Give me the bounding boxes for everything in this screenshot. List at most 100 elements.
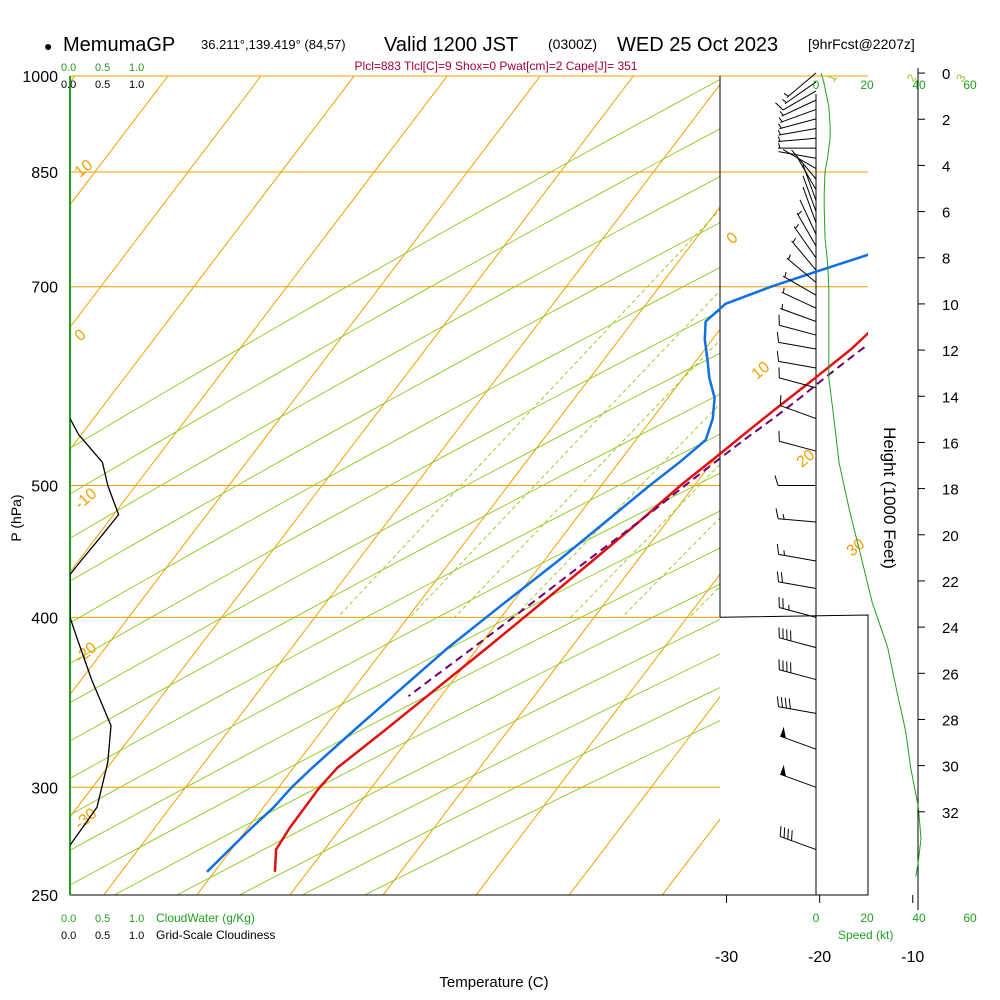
pressure-tick-700: 700 (31, 280, 58, 297)
wind-barb (796, 210, 817, 247)
wind-barb (780, 303, 817, 322)
barb-staff (791, 240, 817, 271)
height-tick-24: 24 (942, 620, 959, 637)
speed-top-1: 20 (860, 78, 874, 92)
wind-barb (791, 237, 817, 271)
pressure-tick-1000: 1000 (22, 69, 58, 86)
barb-staff (779, 637, 817, 649)
wind_speed-line (820, 72, 922, 877)
wind-barb (776, 571, 817, 589)
barb-staff (796, 212, 817, 247)
barb-staff (780, 836, 817, 851)
barb-staff (799, 199, 817, 235)
dewpoint-line (206, 253, 868, 873)
wind-barb (778, 430, 817, 452)
plot-boundary (69, 68, 919, 910)
barb-staff (779, 669, 817, 681)
top-black-2: 1.0 (129, 79, 144, 91)
valid-time: Valid 1200 JST (384, 34, 518, 56)
barb-half (784, 272, 787, 278)
dry-adiabat-60 (70, 472, 720, 816)
wind-barb (778, 118, 817, 130)
barb-staff (780, 735, 817, 750)
barb-staff (779, 324, 817, 336)
barb-flag (791, 830, 793, 841)
wind-barb (780, 764, 817, 788)
barb-flag (779, 826, 782, 837)
barb-flag (779, 395, 782, 406)
wind-barb (802, 175, 817, 212)
barb-staff (784, 81, 817, 105)
barb-staff (802, 175, 817, 212)
height-tick-12: 12 (942, 343, 959, 360)
barb-staff (802, 186, 817, 223)
barb-staff (778, 127, 817, 136)
wind-barb (778, 108, 817, 123)
boundary-skew (70, 614, 869, 896)
barb-flag (776, 696, 780, 707)
speed-top-2: 40 (912, 78, 926, 92)
barb-half (782, 287, 785, 294)
dry-adiabat-30 (70, 352, 720, 704)
barb-half (783, 550, 785, 556)
barb-staff (779, 607, 817, 618)
curves-clip (70, 253, 868, 873)
wind-barb (777, 136, 817, 143)
mixing-ratio-8 (570, 463, 720, 618)
barb-half (778, 143, 781, 149)
barb-pennant (780, 764, 786, 777)
barb-staff (782, 90, 817, 111)
barb-pennant (780, 726, 786, 739)
wind-barb (782, 272, 817, 296)
mixing-ratio-1 (337, 208, 720, 618)
wind-barb (781, 287, 817, 309)
barb-staff (778, 360, 817, 369)
x-tick--30: -30 (715, 949, 738, 966)
height-tick-6: 6 (942, 205, 950, 222)
dry-adiabat-70 (70, 510, 720, 851)
pressure-tick-850: 850 (31, 165, 58, 182)
wind-barb (791, 149, 817, 180)
dry-adiabat-0 (70, 222, 720, 582)
wind-barb (777, 127, 817, 136)
barb-staff (778, 151, 817, 159)
height-tick-2: 2 (942, 112, 950, 129)
bottom-green-1: 0.5 (95, 913, 110, 925)
barb-flag (788, 698, 791, 709)
isotherm-50 (849, 76, 1000, 895)
top-black-1: 0.5 (95, 79, 110, 91)
barb-staff (780, 405, 817, 420)
barb-staff (791, 149, 817, 180)
speed-top-0: 0 (813, 78, 820, 92)
barb-flag (776, 350, 780, 362)
barb-staff (802, 164, 817, 201)
wind-barb (778, 627, 817, 649)
speed-bot-2: 40 (912, 911, 926, 925)
height-tick-20: 20 (942, 528, 959, 545)
barb-staff (781, 99, 817, 117)
dry-adiabat-40 (70, 393, 720, 742)
wind-barb (779, 99, 817, 117)
barb-flag (787, 828, 789, 840)
wind-barb (776, 696, 817, 714)
top-black-0: 0.0 (61, 79, 76, 91)
speed-top-3: 60 (963, 78, 977, 92)
height-tick-10: 10 (942, 297, 959, 314)
speed-bot-1: 20 (860, 911, 874, 925)
barb-flag (780, 572, 784, 583)
isotherm-label: 0 (724, 229, 742, 248)
height-tick-4: 4 (942, 158, 950, 175)
wind-barb (799, 199, 817, 235)
barb-staff (779, 118, 817, 130)
dry-adiabat-90 (114, 583, 720, 895)
wind-barb (780, 726, 817, 750)
pressure-tick-250: 250 (31, 888, 58, 905)
location-label: 36.211°,139.419° (84,57) (201, 37, 346, 52)
barb-flag (776, 571, 780, 582)
x-tick--20: -20 (808, 949, 831, 966)
wind-barb (774, 475, 816, 486)
barb-staff (778, 137, 817, 143)
y-axis-title: P (hPa) (8, 494, 24, 541)
bottom-black-1: 0.5 (95, 930, 110, 942)
